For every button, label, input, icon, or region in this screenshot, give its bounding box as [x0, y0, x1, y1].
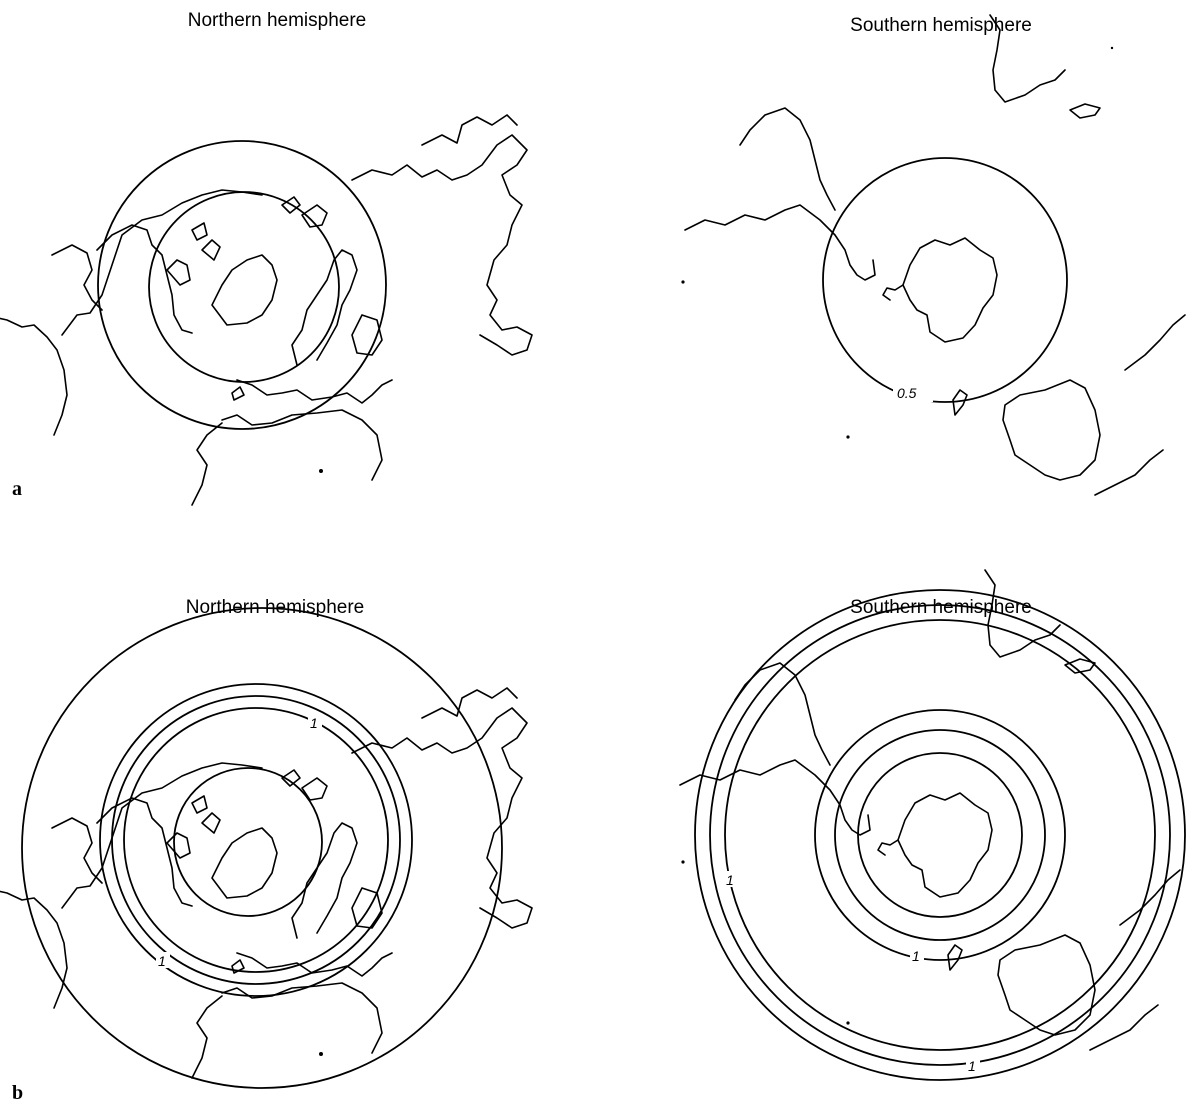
contour-ring [123, 707, 389, 973]
contour-ring [148, 191, 340, 383]
panel-b-northern-map: 1 1 [0, 607, 533, 1089]
contour-ring [173, 767, 323, 917]
panel-b-southern-title: Southern hemisphere [850, 597, 1032, 618]
contour-ring [834, 729, 1046, 941]
contour-label: 1 [912, 948, 920, 964]
contour-ring [21, 607, 503, 1089]
contour-ring [709, 604, 1171, 1066]
contour-ring [97, 140, 387, 430]
contour-ring [694, 589, 1186, 1081]
contour-label: 1 [158, 953, 166, 969]
panel-b-southern-map: 1 1 1 [679, 569, 1186, 1081]
contour-label: 1 [968, 1058, 976, 1074]
contour-ring [822, 157, 1068, 403]
panel-a-letter: a [12, 478, 22, 500]
panel-b-letter: b [12, 1082, 24, 1104]
panel-a-southern-title: Southern hemisphere [850, 15, 1032, 36]
contour-ring [724, 619, 1156, 1051]
panel-a-northern-map [0, 114, 533, 506]
contour-label: 1 [310, 715, 318, 731]
contour-ring [814, 709, 1066, 961]
contour-label: 1 [726, 872, 734, 888]
panel-a-southern-map: 0.5 [684, 14, 1186, 496]
contour-ring [857, 752, 1023, 918]
contour-ring [111, 695, 401, 985]
contour-label: 0.5 [897, 385, 917, 401]
contour-ring [99, 683, 413, 997]
panel-a-northern-title: Northern hemisphere [187, 10, 367, 31]
